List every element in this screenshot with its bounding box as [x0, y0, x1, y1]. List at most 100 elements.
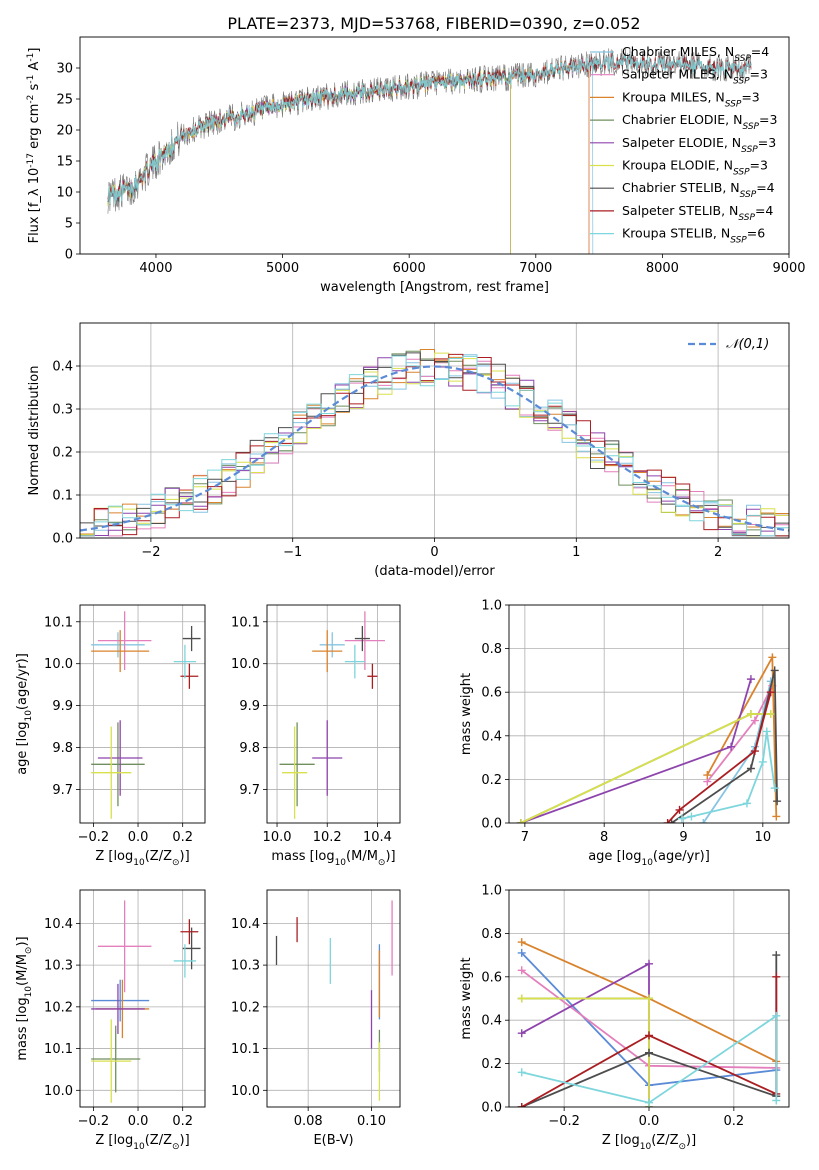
label-part: log	[113, 1133, 133, 1148]
x-tick-label: −0.2	[548, 1114, 580, 1129]
axes-frame	[508, 889, 790, 1108]
x-tick-label: −0.2	[78, 830, 110, 845]
label-part: log	[620, 1133, 640, 1148]
label-part: =4	[756, 180, 774, 195]
y-tick-label: 10.4	[231, 917, 260, 932]
label-part: (age/yr)]	[15, 653, 30, 710]
y-tick-label: 10.3	[231, 959, 260, 974]
y-tick-label: 10.1	[231, 615, 260, 630]
y-axis-label: Flux [f_λ 10-17 erg cm-2 s-1 A-1]	[26, 48, 42, 244]
y-tick-label: 9.7	[239, 783, 260, 798]
x-tick-label: 10.2	[313, 830, 342, 845]
series-marker	[677, 814, 686, 823]
panel-age_vs_mass: 10.0 10.2 10.4 9.7 9.8 9.9 10.0 10.1 mass [log10…	[231, 604, 401, 868]
y-tick-label: 9.7	[52, 783, 73, 798]
data-point	[319, 632, 345, 658]
series-line	[521, 997, 650, 1107]
label-part: ]	[27, 48, 42, 53]
x-tick-label: 0.0	[128, 1114, 149, 1129]
y-tick-label: 0.2	[481, 1057, 502, 1072]
label-part: Kroupa MILES, N	[622, 89, 725, 104]
series-line	[671, 670, 778, 823]
x-tick-label: −1	[283, 545, 302, 560]
label-part: Z [	[602, 1133, 620, 1148]
y-tick-label: 0	[65, 248, 73, 263]
x-tick-label: 0.0	[639, 1114, 660, 1129]
label-part: SSP	[742, 122, 759, 132]
histogram-step	[80, 355, 789, 538]
y-tick-label: 0.4	[52, 360, 73, 375]
label-part: )]	[180, 1133, 190, 1148]
label-part: log	[622, 849, 642, 864]
label-part: )]	[180, 849, 190, 864]
label-part: =3	[750, 67, 768, 82]
model-series-line	[107, 58, 590, 254]
label-part: SSP	[725, 99, 742, 109]
series-marker	[687, 812, 696, 821]
label-part: mass [	[15, 1017, 30, 1060]
label-part: )]	[15, 936, 30, 946]
data-point	[344, 644, 365, 679]
x-tick-label: 8000	[646, 261, 679, 276]
figure-title: PLATE=2373, MJD=53768, FIBERID=0390, z=0…	[227, 14, 640, 33]
label-part: (Z/Z	[145, 1133, 172, 1148]
series-marker	[663, 819, 672, 823]
x-tick-label: 0.10	[357, 1114, 386, 1129]
model-series-line	[107, 56, 594, 254]
plot-area	[275, 900, 393, 1101]
label-part: A	[27, 62, 42, 75]
series-marker	[758, 757, 767, 766]
x-tick-label: 5000	[266, 261, 299, 276]
series-marker	[762, 727, 771, 736]
label-part: s	[27, 83, 42, 94]
label-part: SSP	[730, 236, 747, 246]
label-part: Chabrier MILES, N	[622, 44, 734, 59]
label-part: Z [	[95, 849, 113, 864]
data-point	[173, 944, 197, 978]
plot-area	[91, 611, 201, 819]
data-point	[91, 632, 145, 658]
y-tick-label: 0.0	[481, 1101, 502, 1116]
y-tick-label: 30	[56, 62, 73, 77]
series-marker	[772, 812, 781, 821]
legend-label: Salpeter STELIB, NSSP=4	[622, 203, 773, 223]
x-axis-label: Z [log10(Z/Z⊙)]	[602, 1133, 696, 1152]
y-tick-label: 0.2	[481, 773, 502, 788]
x-tick-label: 7	[521, 830, 529, 845]
series-marker	[517, 994, 526, 1003]
y-tick-label: 0.2	[52, 446, 73, 461]
x-tick-label: 9000	[772, 261, 805, 276]
x-tick-label: 6000	[393, 261, 426, 276]
series-line	[702, 681, 772, 823]
label-part: =3	[750, 158, 768, 173]
legend-label: Chabrier MILES, NSSP=4	[622, 44, 769, 64]
y-axis-label: mass [log10(M/M⊙)]	[15, 936, 34, 1060]
series-marker	[517, 1068, 526, 1077]
label-part: -2	[26, 95, 36, 104]
axes-frame	[79, 604, 206, 824]
label-part: SSP	[738, 213, 755, 223]
data-point	[91, 630, 150, 673]
x-axis-label: mass [log10(M/M⊙)]	[271, 849, 395, 868]
x-tick-label: 7000	[519, 261, 552, 276]
data-point	[312, 630, 343, 673]
label-part: (Z/Z	[651, 1133, 678, 1148]
data-point	[367, 663, 378, 689]
series-marker	[517, 966, 526, 975]
label-part: age [	[15, 741, 30, 774]
series-marker	[768, 653, 777, 662]
series-marker	[727, 742, 736, 751]
series-marker	[517, 1029, 526, 1038]
normal-reference-curve	[80, 365, 789, 532]
label-part: SSP	[740, 190, 757, 200]
axes-frame	[79, 889, 206, 1108]
y-tick-label: 10.1	[231, 1042, 260, 1057]
label-part: Kroupa ELODIE, N	[622, 158, 733, 173]
x-tick-label: 1	[572, 545, 580, 560]
label-part: mass weight	[459, 673, 474, 755]
label-part: wavelength [Angstrom, rest frame]	[320, 280, 549, 295]
panel-mass_vs_ebv: 0.08 0.10 10.0 10.1 10.2 10.3 10.4 E(B-V)	[231, 889, 401, 1148]
x-tick-label: 2	[714, 545, 722, 560]
label-part: 10	[133, 1142, 145, 1152]
